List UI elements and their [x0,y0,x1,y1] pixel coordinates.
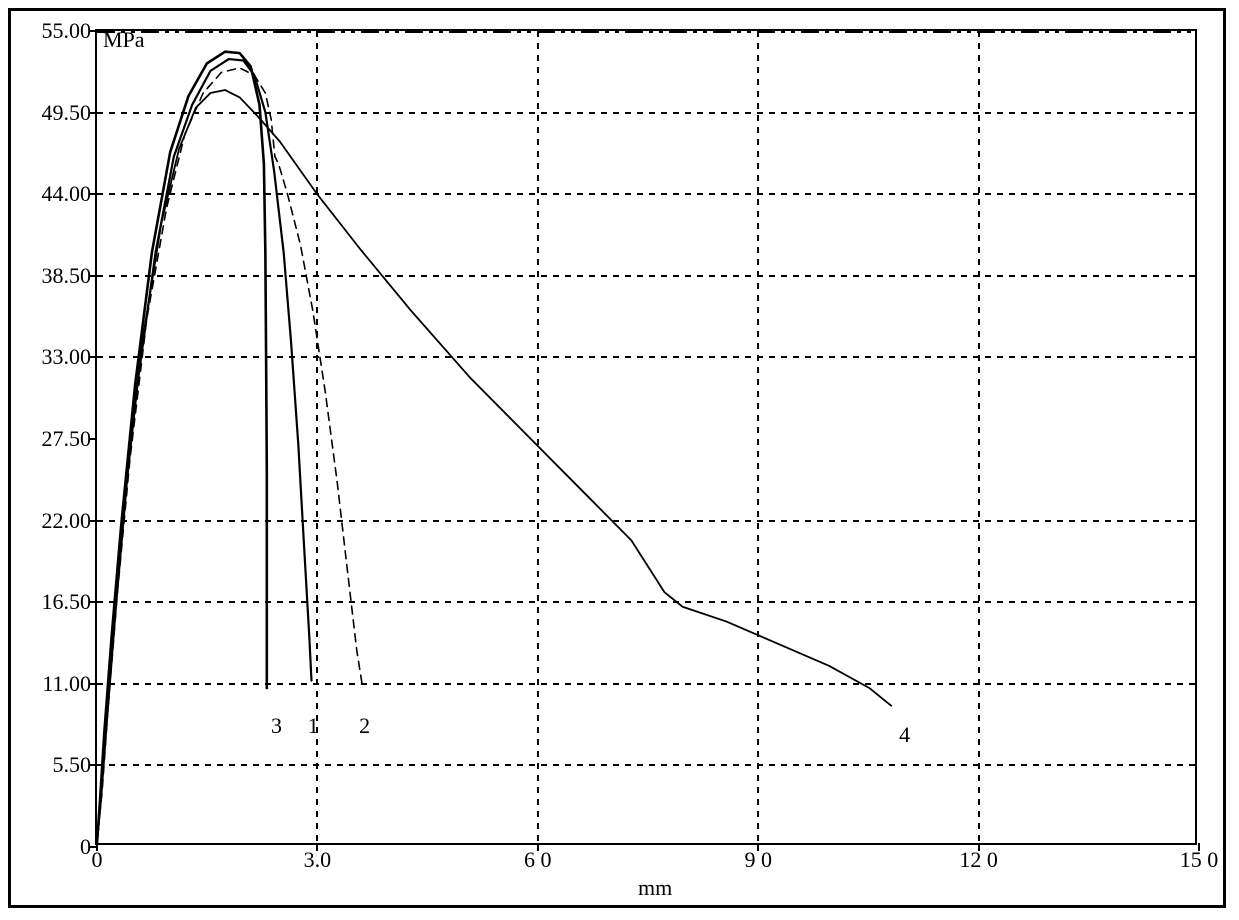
series-4 [97,90,891,843]
y-tick-label: 11.00 [42,671,91,697]
y-tick-label: 49.50 [42,100,92,126]
gridline-horizontal [97,520,1195,522]
series-label-2: 2 [359,713,370,739]
plot-area: MPa mm 05.5011.0016.5022.0027.5033.0038.… [95,29,1197,845]
series-label-1: 1 [308,713,319,739]
y-tick-label: 5.50 [53,752,92,778]
gridline-vertical [537,31,539,843]
x-tick-label: 3.0 [304,847,332,873]
curves-svg [97,31,1195,843]
y-tick-label: 27.50 [42,426,92,452]
y-tick-label: 55.00 [42,18,92,44]
gridline-horizontal [97,193,1195,195]
x-tick-label: 0 [92,847,103,873]
x-axis-unit: mm [638,875,672,901]
y-tick-label: 22.00 [42,508,92,534]
series-2 [97,68,363,843]
y-tick-label: 44.00 [42,181,92,207]
y-tick-label: 38.50 [42,263,92,289]
gridline-horizontal [97,601,1195,603]
gridline-horizontal [97,112,1195,114]
series-3 [97,52,267,843]
series-label-3: 3 [271,713,282,739]
gridline-horizontal [97,683,1195,685]
x-tick-label: 12 0 [959,847,998,873]
gridline-vertical [978,31,980,843]
series-label-4: 4 [899,722,910,748]
y-tick-label: 16.50 [42,589,92,615]
chart-frame: MPa mm 05.5011.0016.5022.0027.5033.0038.… [8,8,1226,908]
x-tick-label: 6 0 [524,847,552,873]
gridline-horizontal [97,275,1195,277]
x-tick-label: 15 0 [1180,847,1219,873]
gridline-horizontal [97,356,1195,358]
y-tick-label: 33.00 [42,344,92,370]
gridline-vertical [757,31,759,843]
gridline-horizontal [97,764,1195,766]
y-tick-label: 0 [80,834,91,860]
x-tick-label: 9 0 [744,847,772,873]
chart-area: MPa mm 05.5011.0016.5022.0027.5033.0038.… [21,23,1207,897]
